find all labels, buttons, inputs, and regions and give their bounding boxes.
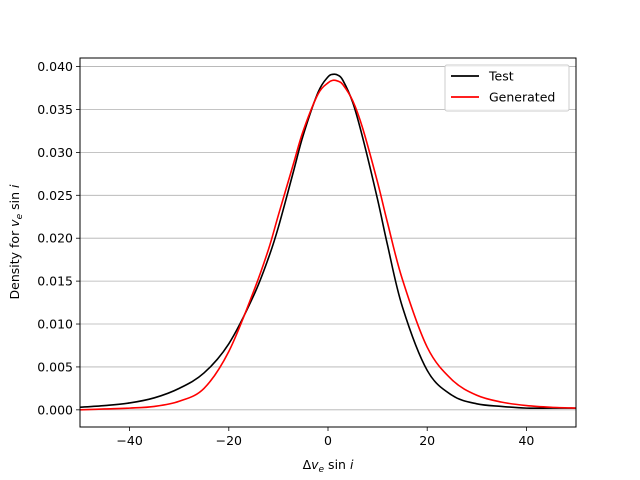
legend-label-generated: Generated: [489, 90, 555, 105]
x-tick-label: −20: [216, 433, 242, 448]
y-tick-label: 0.040: [37, 59, 73, 74]
y-tick-label: 0.035: [37, 102, 73, 117]
y-tick-label: 0.000: [37, 402, 73, 417]
y-axis: 0.000 0.005 0.010 0.015 0.020 0.025 0.030 0.035…: [37, 59, 80, 417]
legend: Test Generated: [444, 64, 570, 112]
y-axis-label: Density for ve sin i: [7, 184, 25, 299]
y-tick-label: 0.025: [37, 188, 73, 203]
series-layer: [79, 73, 577, 411]
y-tick-label: 0.030: [37, 145, 73, 160]
series-line-generated: [79, 79, 577, 411]
legend-label-test: Test: [488, 69, 514, 84]
grid-lines: [80, 66, 576, 411]
y-tick-label: 0.005: [37, 359, 73, 374]
y-tick-label: 0.015: [37, 274, 73, 289]
x-tick-label: −40: [116, 433, 142, 448]
x-tick-label: 40: [518, 433, 534, 448]
x-tick-label: 0: [324, 433, 332, 448]
y-tick-label: 0.010: [37, 317, 73, 332]
x-axis-label: Δve sin i: [303, 457, 354, 475]
x-axis: −40 −20 0 20 40: [116, 427, 534, 448]
y-tick-label: 0.020: [37, 231, 73, 246]
series-line-test: [79, 73, 576, 410]
x-tick-label: 20: [419, 433, 435, 448]
